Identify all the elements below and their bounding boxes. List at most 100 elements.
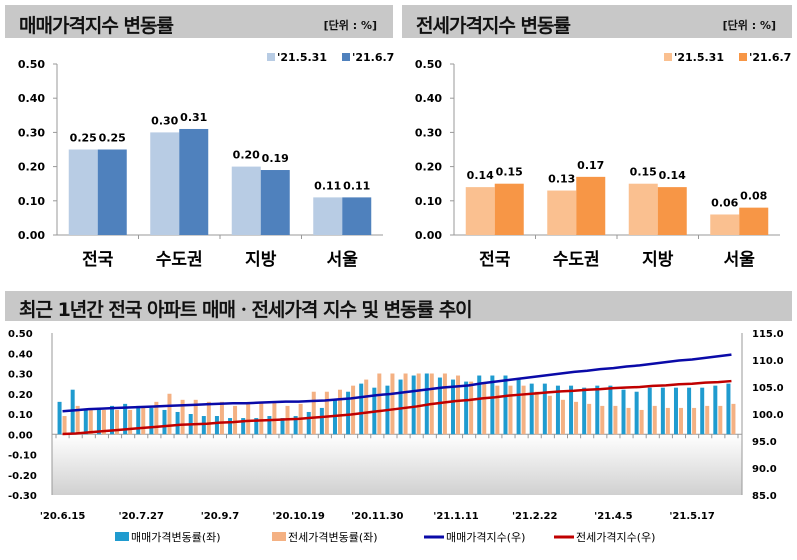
jeonse-rate-bar (718, 405, 723, 435)
sale-bar (313, 197, 343, 235)
sale-rate-bar (162, 409, 167, 435)
jeonse-category-label: 지방 (642, 250, 674, 270)
sale-unit-label: [단위 : %] (323, 19, 377, 32)
trend-legend-label: 매매가격지수(우) (446, 531, 525, 544)
sale-bar (179, 128, 209, 235)
trend-left-tick-label: 0.20 (8, 390, 33, 401)
jeonse-data-label: 0.15 (630, 166, 657, 179)
jeonse-rate-bar (364, 379, 369, 435)
sale-rate-bar (280, 418, 285, 435)
jeonse-bar (739, 207, 769, 235)
sale-rate-bar (175, 411, 180, 435)
jeonse-y-tick-label: 0.20 (415, 161, 442, 174)
jeonse-rate-bar (272, 401, 277, 435)
sale-rate-bar (555, 385, 560, 435)
sale-data-label: 0.19 (262, 152, 289, 165)
sale-rate-bar (726, 383, 731, 435)
jeonse-rate-bar (731, 403, 736, 435)
jeonse-rate-bar (351, 385, 356, 435)
jeonse-rate-bar (705, 405, 710, 435)
jeonse-panel-header: 전세가격지수 변동률 [단위 : %] (402, 5, 792, 38)
trend-legend-swatch (115, 532, 129, 541)
sale-rate-bar (673, 387, 678, 435)
sale-rate-bar (293, 416, 298, 435)
jeonse-data-label: 0.15 (496, 166, 523, 179)
sale-rate-bar (241, 418, 246, 435)
jeonse-rate-bar (678, 407, 683, 435)
sale-legend-swatch (342, 53, 350, 61)
trend-x-tick-label: '21.5.17 (669, 511, 714, 522)
sale-data-label: 0.11 (343, 179, 370, 192)
jeonse-rate-bar (600, 405, 605, 435)
sale-rate-bar (346, 391, 351, 435)
trend-left-tick-label: 0.30 (8, 370, 33, 381)
jeonse-rate-bar (560, 399, 565, 435)
trend-chart-title: 최근 1년간 전국 아파트 매매ㆍ전세가격 지수 및 변동률 추이 (19, 299, 473, 321)
sale-rate-bar (529, 383, 534, 435)
sale-rate-bar (569, 385, 574, 435)
trend-right-tick-label: 100.0 (752, 410, 784, 421)
sale-rate-bar (437, 377, 442, 435)
trend-left-tick-label: -0.30 (8, 491, 37, 502)
sale-rate-bar (477, 375, 482, 435)
sale-rate-bar (595, 385, 600, 435)
sale-y-tick-label: 0.00 (18, 229, 45, 242)
jeonse-rate-bar (495, 385, 500, 435)
sale-rate-bar (70, 389, 75, 435)
jeonse-rate-bar (88, 409, 93, 435)
jeonse-rate-bar (469, 381, 474, 435)
jeonse-bar (547, 190, 577, 235)
sale-rate-bar (267, 416, 272, 435)
sale-rate-bar (464, 381, 469, 435)
sale-rate-bar (647, 387, 652, 435)
jeonse-rate-bar (206, 401, 211, 435)
jeonse-rate-bar (154, 401, 159, 435)
jeonse-rate-bar (62, 416, 67, 435)
sale-rate-bar (214, 416, 219, 435)
jeonse-rate-bar (219, 401, 224, 435)
sale-rate-bar (57, 401, 62, 435)
sale-rate-bar (490, 375, 495, 435)
sale-data-label: 0.30 (151, 114, 178, 127)
trend-left-tick-label: 0.10 (8, 410, 33, 421)
jeonse-rate-bar (390, 373, 395, 435)
trend-right-tick-label: 105.0 (752, 383, 784, 394)
sale-rate-bar (516, 379, 521, 435)
trend-right-tick-label: 115.0 (752, 329, 784, 340)
jeonse-legend-label: '21.6.7 (749, 51, 791, 64)
trend-x-tick-label: '20.11.30 (351, 511, 403, 522)
sale-rate-bar (582, 387, 587, 435)
jeonse-data-label: 0.13 (548, 173, 575, 186)
jeonse-bar (710, 214, 740, 235)
sale-data-label: 0.20 (233, 149, 260, 162)
sale-rate-bar (149, 407, 154, 435)
jeonse-rate-bar (508, 385, 513, 435)
negative-zone-background (52, 434, 742, 495)
sale-rate-bar (136, 405, 141, 435)
trend-x-tick-label: '20.10.19 (272, 511, 324, 522)
jeonse-data-label: 0.08 (740, 190, 767, 203)
jeonse-rate-bar (75, 405, 80, 435)
jeonse-rate-bar (665, 407, 670, 435)
trend-x-tick-label: '20.6.15 (40, 511, 85, 522)
trend-x-tick-label: '20.9.7 (201, 511, 240, 522)
jeonse-bar (576, 176, 606, 235)
jeonse-rate-bar (101, 409, 106, 435)
sale-y-tick-label: 0.30 (18, 126, 45, 139)
jeonse-rate-bar (337, 389, 342, 435)
jeonse-rate-bar (574, 401, 579, 435)
jeonse-data-label: 0.14 (659, 169, 686, 182)
trend-right-tick-label: 95.0 (752, 437, 777, 448)
sale-rate-bar (660, 387, 665, 435)
jeonse-chart-title: 전세가격지수 변동률 (416, 15, 571, 37)
jeonse-category-label: 수도권 (553, 250, 600, 270)
trend-left-tick-label: 0.40 (8, 349, 33, 360)
sale-rate-bar (228, 418, 233, 435)
jeonse-y-tick-label: 0.10 (415, 195, 442, 208)
jeonse-rate-bar (233, 405, 238, 435)
sale-rate-bar (359, 383, 364, 435)
sale-y-tick-label: 0.10 (18, 195, 45, 208)
sale-legend-label: '21.5.31 (277, 51, 327, 64)
sale-category-label: 서울 (327, 250, 359, 270)
